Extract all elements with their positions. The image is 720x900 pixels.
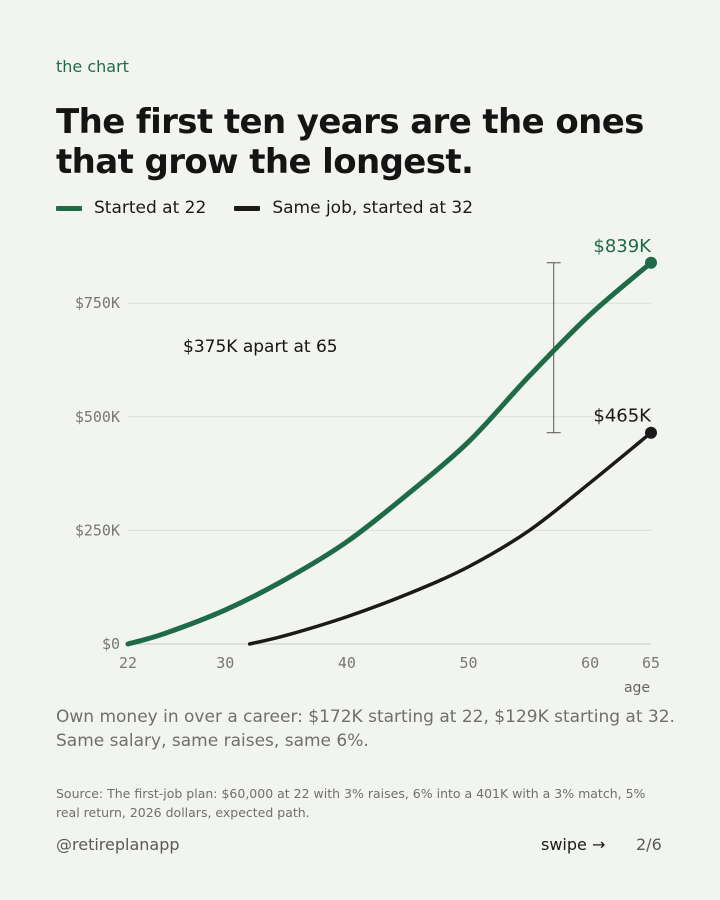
x-tick-label: 65 (642, 654, 660, 672)
end-value-label: $839K (593, 236, 652, 257)
x-axis-title: age (624, 680, 650, 696)
page-indicator: 2/6 (636, 835, 662, 854)
footnote-summary: Own money in over a career: $172K starti… (56, 707, 675, 751)
series-line-started-22 (125, 260, 654, 647)
y-tick-label: $750K (75, 294, 120, 312)
series-endpoint (645, 256, 657, 269)
x-tick-label: 22 (119, 654, 137, 672)
page-title: The first ten years are the ones that gr… (56, 102, 676, 182)
x-tick-label: 40 (338, 654, 356, 672)
series-endpoint (645, 426, 657, 439)
y-tick-label: $500K (75, 408, 120, 426)
legend-label: Started at 22 (94, 198, 207, 218)
y-tick-label: $250K (75, 521, 120, 539)
series-line-started-32 (247, 430, 653, 646)
title-line-1: The first ten years are the ones (56, 102, 644, 142)
gap-annotation-label: $375K apart at 65 (183, 337, 338, 357)
x-tick-label: 30 (216, 654, 234, 672)
legend-swatch-green (56, 205, 82, 211)
x-tick-label: 50 (460, 654, 478, 672)
line-chart: $0 $250K $500K $750K 22 30 40 50 60 65 age $839K $46… (75, 236, 660, 696)
title-line-2: that grow the longest. (56, 142, 474, 182)
y-tick-label: $0 (102, 635, 120, 653)
legend-label: Same job, started at 32 (272, 198, 474, 218)
legend-item-started-22: Started at 22 (56, 198, 206, 218)
end-value-label: $465K (593, 406, 652, 427)
swipe-hint[interactable]: swipe → (541, 835, 606, 854)
account-handle[interactable]: @retireplanapp (56, 835, 180, 854)
legend-swatch-black (234, 205, 261, 211)
source-note: Source: The first-job plan: $60,000 at 2… (56, 786, 646, 820)
x-tick-label: 60 (581, 654, 599, 672)
eyebrow: the chart (56, 57, 129, 76)
legend-item-started-32: Same job, started at 32 (234, 198, 473, 218)
legend: Started at 22 Same job, started at 32 (56, 198, 473, 218)
